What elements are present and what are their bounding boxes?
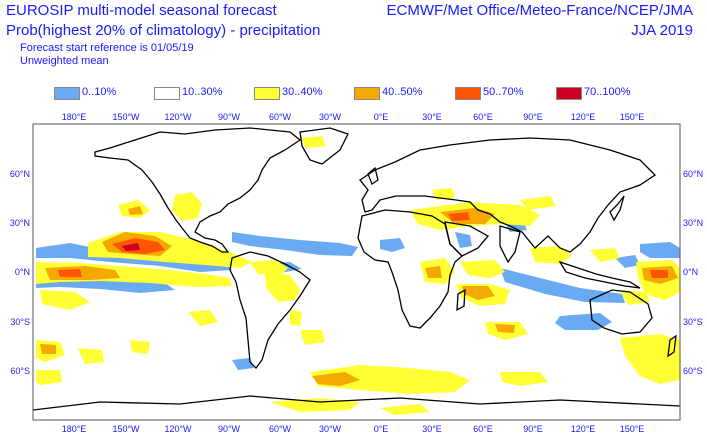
lon-tick-label-bottom: 180°E — [62, 424, 87, 434]
lon-tick-label-bottom: 30°E — [422, 424, 442, 434]
legend-label: 50..70% — [483, 86, 524, 98]
indonesia-outline — [558, 260, 641, 289]
legend-label: 70..100% — [584, 86, 631, 98]
antarctica-outline — [33, 395, 680, 411]
lon-tick-label-top: 180°E — [62, 112, 87, 122]
lon-tick-label-top: 120°E — [571, 112, 596, 122]
map-frame — [32, 123, 681, 421]
legend-swatch — [556, 87, 582, 100]
lat-tick-label-left: 30°N — [10, 218, 30, 228]
lat-tick-label-left: 60°S — [10, 366, 30, 376]
lon-tick-label-top: 150°W — [112, 112, 140, 122]
north-america-outline — [94, 127, 302, 253]
lon-tick-label-top: 30°W — [319, 112, 342, 122]
lat-tick-label-right: 60°S — [683, 366, 703, 376]
japan-outline — [609, 195, 625, 222]
models-label: ECMWF/Met Office/Meteo-France/NCEP/JMA — [386, 2, 693, 19]
lon-tick-label-bottom: 90°W — [218, 424, 241, 434]
lon-tick-label-top: 150°E — [620, 112, 645, 122]
lat-tick-label-left: 30°S — [10, 317, 30, 327]
axis-ticks: 180°E 180°E 150°W 150°W 120°W 120°W 90°W 90°W 60… — [10, 112, 703, 434]
new-zealand-outline — [667, 334, 677, 358]
mean-type: Unweighted mean — [20, 55, 109, 67]
lon-tick-label-top: 30°E — [422, 112, 442, 122]
title-line-1: EUROSIP multi-model seasonal forecast — [6, 2, 277, 19]
lon-tick-label-bottom: 30°W — [319, 424, 342, 434]
lon-tick-label-top: 60°E — [473, 112, 493, 122]
forecast-start-reference: Forecast start reference is 01/05/19 — [20, 42, 194, 54]
lat-tick-label-right: 60°N — [683, 169, 703, 179]
lon-tick-label-bottom: 150°W — [112, 424, 140, 434]
eurasia-outline — [359, 137, 657, 253]
legend-label: 40..50% — [382, 86, 423, 98]
moderate-probability-regions — [36, 136, 680, 415]
india-outline — [499, 225, 521, 264]
africa-outline — [357, 209, 463, 329]
australia-outline — [589, 289, 653, 335]
lon-tick-label-top: 0°E — [374, 112, 389, 122]
legend-label: 0..10% — [82, 86, 117, 98]
legend-swatch — [455, 87, 481, 100]
lon-tick-label-top: 90°E — [523, 112, 543, 122]
season-label: JJA 2019 — [631, 22, 693, 39]
lat-tick-label-left: 60°N — [10, 169, 30, 179]
legend: 0..10% 10..30% 30..40% 40..50% 50..70% 7… — [0, 86, 707, 106]
lon-tick-label-bottom: 60°E — [473, 424, 493, 434]
uk-outline — [367, 166, 379, 185]
greenland-outline — [299, 127, 349, 165]
south-america-outline — [229, 251, 311, 369]
extreme-probability-regions — [122, 243, 140, 251]
legend-swatch — [254, 87, 280, 100]
lon-tick-label-top: 120°W — [164, 112, 192, 122]
legend-label: 10..30% — [182, 86, 223, 98]
lon-tick-label-bottom: 150°E — [620, 424, 645, 434]
lat-tick-label-left: 0°N — [15, 267, 30, 277]
probability-shading — [36, 136, 680, 415]
legend-swatch — [54, 87, 80, 100]
lat-tick-label-right: 30°N — [683, 218, 703, 228]
lat-tick-label-right: 30°S — [683, 317, 703, 327]
madagascar-outline — [456, 288, 466, 312]
legend-swatch — [354, 87, 380, 100]
title-line-2: Prob(highest 20% of climatology) - preci… — [6, 22, 321, 39]
legend-label: 30..40% — [282, 86, 323, 98]
lon-tick-label-bottom: 120°E — [571, 424, 596, 434]
lon-tick-label-bottom: 60°W — [269, 424, 292, 434]
lon-tick-label-bottom: 120°W — [164, 424, 192, 434]
lon-tick-label-bottom: 90°E — [523, 424, 543, 434]
coastlines — [33, 127, 680, 411]
lon-tick-label-top: 60°W — [269, 112, 292, 122]
lat-tick-label-right: 0°N — [683, 267, 698, 277]
lon-tick-label-bottom: 0°E — [374, 424, 389, 434]
legend-swatch — [154, 87, 180, 100]
lon-tick-label-top: 90°W — [218, 112, 241, 122]
